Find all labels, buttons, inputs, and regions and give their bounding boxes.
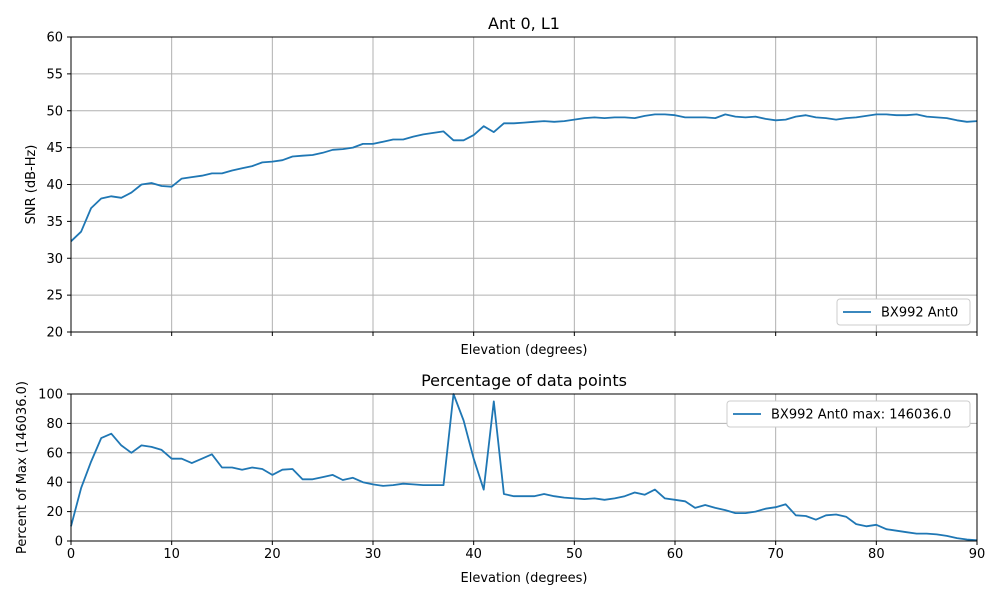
y-tick-label: 80 <box>46 417 63 432</box>
y-tick-label: 25 <box>46 289 63 304</box>
x-tick-label: 10 <box>163 547 180 562</box>
percentage-chart-panel: 0 10 20 30 40 50 60 70 80 90 0 20 40 60 80 100 Percentag… <box>15 371 985 586</box>
legend: BX992 Ant0 max: 146036.0 <box>726 400 971 428</box>
plot-frame <box>70 393 978 542</box>
x-axis-label: Elevation (degrees) <box>461 343 588 358</box>
x-tick-label: 20 <box>264 547 281 562</box>
y-tick-label: 20 <box>46 505 63 520</box>
x-tick-label: 60 <box>667 547 684 562</box>
y-tick-label: 100 <box>38 388 63 403</box>
x-tick-label: 50 <box>566 547 583 562</box>
y-axis-label: Percent of Max (146036.0) <box>15 381 30 554</box>
snr-chart-panel: 20 25 30 35 40 45 50 55 60 Ant 0, L1 Elevation (de… <box>24 14 978 358</box>
series-line <box>70 393 978 542</box>
chart-title: Percentage of data points <box>421 371 627 390</box>
y-tick-label: 55 <box>46 67 63 82</box>
y-tick-label: 60 <box>46 446 63 461</box>
x-tick-label: 0 <box>67 547 75 562</box>
y-tick-label: 50 <box>46 104 63 119</box>
y-tick-label: 0 <box>55 535 63 550</box>
legend: BX992 Ant0 <box>836 298 971 326</box>
y-tick-label: 40 <box>46 178 63 193</box>
series-line <box>70 113 978 242</box>
x-tick-label: 40 <box>465 547 482 562</box>
x-tick-label: 70 <box>767 547 784 562</box>
y-axis-label: SNR (dB-Hz) <box>24 145 39 225</box>
x-tick-label: 90 <box>969 547 986 562</box>
x-axis-label: Elevation (degrees) <box>461 571 588 586</box>
y-tick-label: 60 <box>46 31 63 46</box>
y-tick-label: 40 <box>46 476 63 491</box>
y-tick-label: 35 <box>46 215 63 230</box>
y-tick-label: 20 <box>46 326 63 341</box>
legend-box <box>836 298 971 326</box>
x-tick-label: 80 <box>868 547 885 562</box>
y-tick-label: 45 <box>46 141 63 156</box>
chart-title: Ant 0, L1 <box>488 14 560 33</box>
x-tick-label: 30 <box>365 547 382 562</box>
legend-label: BX992 Ant0 max: 146036.0 <box>771 408 951 423</box>
legend-label: BX992 Ant0 <box>881 306 958 321</box>
legend-box <box>726 400 971 428</box>
y-tick-label: 30 <box>46 252 63 267</box>
